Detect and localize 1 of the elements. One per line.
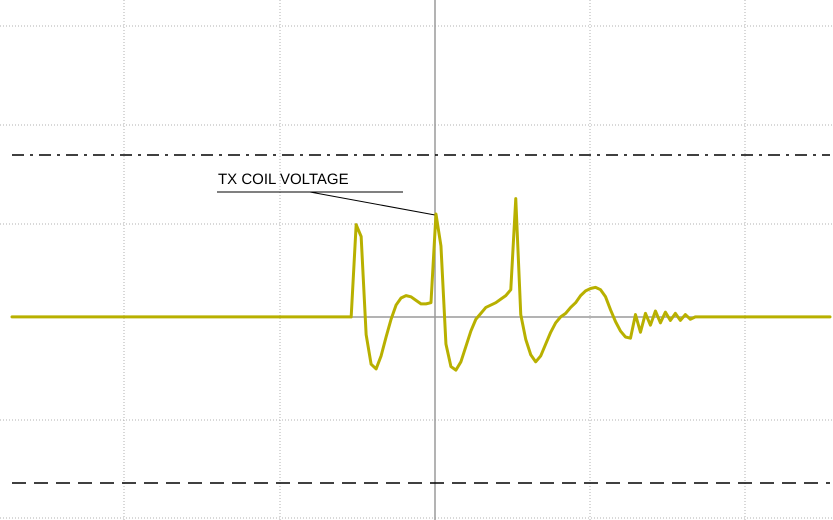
text: TX COIL VOLTAGE: [218, 171, 349, 188]
